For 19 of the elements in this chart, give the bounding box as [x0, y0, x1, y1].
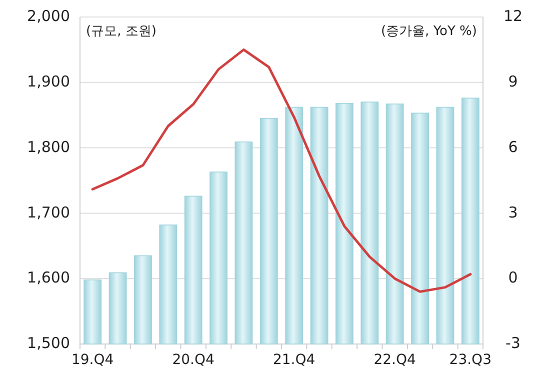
y-tick-label: 1,900 [27, 72, 70, 91]
y-tick-label: 1,700 [27, 203, 70, 222]
y2-tick-label: 12 [503, 7, 523, 26]
y-tick-label: 1,600 [27, 268, 70, 287]
y-tick-label: 1,800 [27, 138, 70, 156]
y-tick-label: 1,500 [27, 334, 70, 352]
x-tick-label: 20.Q4 [172, 352, 215, 368]
y2-tick-label: 9 [508, 72, 518, 91]
x-tick-label: 23.Q3 [449, 352, 492, 368]
y2-tick-label: 0 [508, 268, 518, 287]
y2-tick-label: -3 [506, 334, 520, 352]
y-tick-label: 2,000 [27, 7, 70, 26]
x-tick-label: 22.Q4 [374, 352, 416, 368]
y2-tick-label: 3 [508, 203, 518, 222]
x-tick-label: 19.Q4 [71, 352, 114, 368]
y2-tick-label: 6 [508, 138, 518, 156]
y2-axis-title: (증가율, YoY %) [380, 24, 477, 39]
y-axis-title: (규모, 조원) [86, 24, 156, 39]
x-tick-label: 21.Q4 [272, 352, 316, 368]
